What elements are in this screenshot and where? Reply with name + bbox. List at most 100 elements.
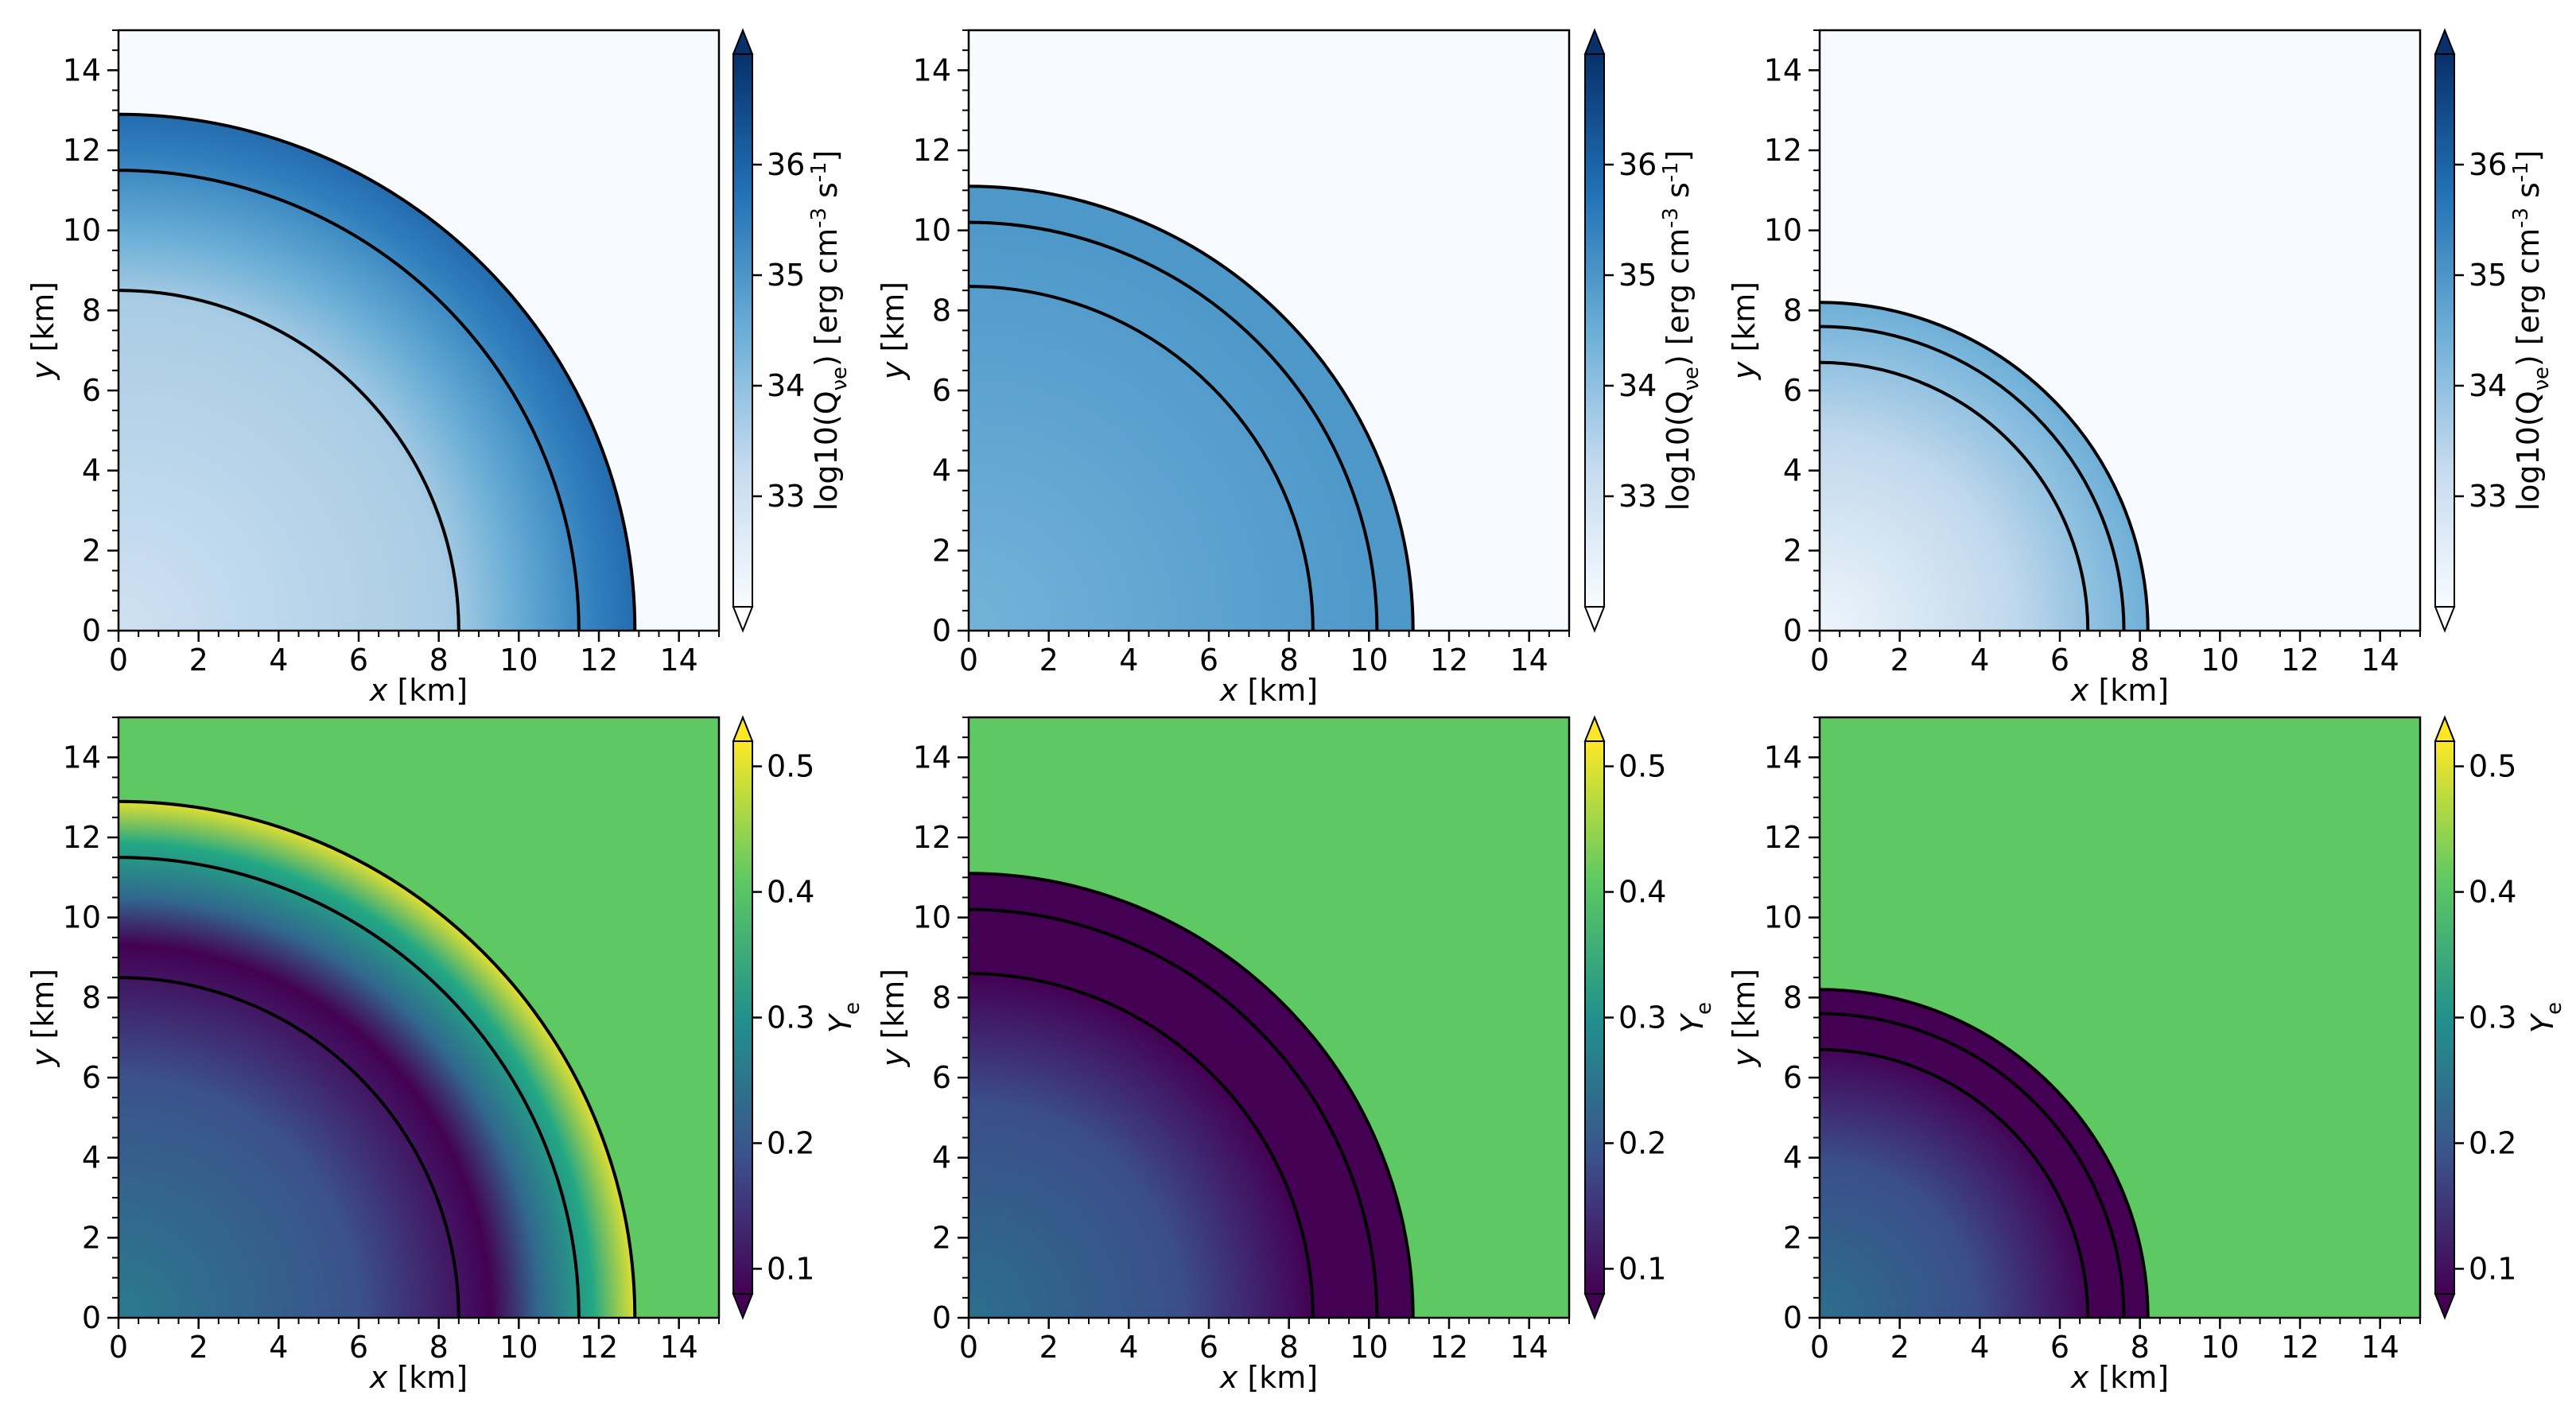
colorbar-tick-label: 0.2: [2469, 1125, 2516, 1160]
y-axis-label: y [km]: [1727, 282, 1762, 380]
y-tick-label: 14: [913, 740, 951, 775]
colorbar-extend-top: [2434, 28, 2456, 55]
y-tick-label: 0: [1783, 613, 1802, 648]
colorbar-tick-label: 0.1: [2469, 1251, 2516, 1286]
y-axis-label: y [km]: [876, 282, 911, 380]
x-tick-label: 2: [1890, 643, 1910, 678]
contour-line: [1819, 988, 2150, 1319]
colorbar-label: log10(Qνe) [erg cm-3 s-1]: [1659, 150, 1704, 511]
colorbar-label: Ye: [2525, 1002, 2566, 1033]
y-tick-label: 12: [1764, 133, 1802, 168]
contour-line: [968, 285, 1315, 631]
colorbar-tick-label: 33: [1618, 479, 1657, 514]
x-tick-label: 4: [1119, 643, 1138, 678]
y-tick-label: 14: [1764, 740, 1802, 775]
x-tick-label: 6: [349, 1330, 368, 1365]
contour-line: [118, 112, 637, 631]
colorbar-body: [1584, 53, 1605, 608]
x-tick-label: 12: [580, 1330, 618, 1365]
contour-line: [118, 169, 581, 631]
star-region: [969, 873, 1413, 1318]
colorbar-extend-bottom: [732, 606, 754, 633]
y-axis-label: y [km]: [25, 282, 60, 380]
star-region: [1820, 989, 2148, 1318]
y-tick-label: 4: [932, 1140, 951, 1175]
colorbar-extend-bottom: [732, 1293, 754, 1320]
x-tick-label: 8: [1280, 1330, 1299, 1365]
colorbar-tick-label: 34: [1618, 368, 1657, 403]
x-tick-label: 8: [1280, 643, 1299, 678]
y-tick-label: 6: [1783, 373, 1802, 408]
y-tick-label: 12: [63, 820, 101, 855]
y-tick-label: 14: [1764, 52, 1802, 87]
x-tick-label: 4: [1970, 643, 1989, 678]
x-tick-label: 10: [1350, 1330, 1388, 1365]
colorbar-tick-label: 0.1: [767, 1251, 814, 1286]
colorbar-tick-label: 0.4: [1618, 875, 1666, 910]
colorbar-tick-label: 0.2: [1618, 1125, 1666, 1160]
x-axis-label: x [km]: [2070, 1360, 2169, 1395]
x-tick-label: 6: [1199, 643, 1218, 678]
x-tick-label: 4: [269, 1330, 288, 1365]
y-tick-label: 6: [1783, 1060, 1802, 1095]
colorbar-extend-top: [732, 715, 754, 742]
colorbar-body: [1584, 740, 1605, 1295]
y-tick-label: 4: [82, 1140, 101, 1175]
contour-line: [968, 872, 1415, 1319]
star-region: [119, 114, 635, 631]
x-tick-label: 0: [959, 643, 978, 678]
y-tick-label: 6: [82, 373, 101, 408]
x-axis-label: x [km]: [1219, 1360, 1318, 1395]
x-axis-label: x [km]: [2070, 673, 2169, 708]
panel-top-middle: 0 2 4 6 8 10 12 14 0 2 4 6 8 10 12 14 x [km] y [km] 33 34 35…: [876, 28, 1704, 708]
x-tick-label: 2: [1890, 1330, 1910, 1365]
y-tick-label: 2: [82, 533, 101, 568]
y-axis-label: y [km]: [1727, 969, 1762, 1067]
y-tick-label: 2: [82, 1220, 101, 1255]
x-axis-label: x [km]: [369, 673, 468, 708]
colorbar-extend-bottom: [2434, 1293, 2456, 1320]
x-tick-label: 4: [1970, 1330, 1989, 1365]
star-region: [969, 186, 1413, 631]
colorbar-body: [732, 53, 753, 608]
colorbar-tick-label: 34: [767, 368, 805, 403]
colorbar-tick-label: 36: [2469, 147, 2507, 182]
y-tick-label: 14: [913, 52, 951, 87]
contour-line: [1819, 360, 2090, 631]
x-tick-label: 6: [1199, 1330, 1218, 1365]
x-tick-label: 12: [580, 643, 618, 678]
x-tick-label: 0: [1810, 643, 1829, 678]
colorbar: 0.1 0.2 0.3 0.4 0.5 Ye: [732, 715, 864, 1320]
colorbar-tick-label: 0.3: [767, 1000, 814, 1035]
colorbar-body: [2434, 53, 2455, 608]
colorbar-tick-label: 0.3: [1618, 1000, 1666, 1035]
panel-bottom-middle: 0 2 4 6 8 10 12 14 0 2 4 6 8 10 12 14 x [km] y [km] 0.1 0.2…: [876, 715, 1716, 1395]
y-tick-label: 6: [932, 373, 951, 408]
colorbar-body: [732, 740, 753, 1295]
x-tick-label: 6: [2050, 643, 2069, 678]
colorbar-tick-label: 33: [767, 479, 805, 514]
colorbar-label: Ye: [823, 1002, 864, 1033]
contour-line: [1819, 324, 2126, 631]
y-tick-label: 12: [913, 133, 951, 168]
contour-line: [118, 289, 460, 631]
x-tick-label: 10: [2201, 643, 2239, 678]
x-tick-label: 4: [1119, 1330, 1138, 1365]
y-tick-label: 8: [1783, 293, 1802, 328]
y-tick-label: 8: [1783, 980, 1802, 1015]
x-tick-label: 0: [959, 1330, 978, 1365]
y-axis-label: y [km]: [25, 969, 60, 1067]
colorbar-tick-label: 0.5: [1618, 749, 1666, 784]
x-tick-label: 14: [1509, 643, 1548, 678]
colorbar-extend-bottom: [2434, 606, 2456, 633]
y-tick-label: 0: [932, 613, 951, 648]
x-tick-label: 12: [1430, 643, 1468, 678]
x-tick-label: 12: [2281, 1330, 2319, 1365]
x-tick-label: 4: [269, 643, 288, 678]
y-tick-label: 8: [82, 293, 101, 328]
y-tick-label: 10: [913, 900, 951, 935]
colorbar-tick-label: 0.4: [2469, 875, 2516, 910]
y-tick-label: 10: [63, 900, 101, 935]
contour-line: [118, 856, 581, 1319]
